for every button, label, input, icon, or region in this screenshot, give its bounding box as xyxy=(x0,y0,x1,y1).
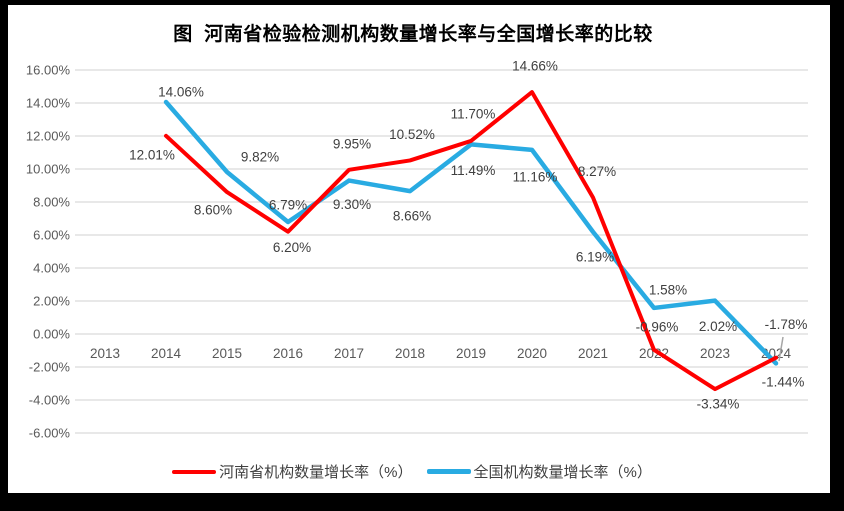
x-axis-tick-label: 2023 xyxy=(700,346,730,361)
data-label: 9.95% xyxy=(333,136,371,151)
x-axis-tick-label: 2013 xyxy=(90,346,120,361)
series-line-1 xyxy=(163,99,779,366)
x-axis-tick-label: 2022 xyxy=(639,346,669,361)
data-label: 8.27% xyxy=(578,164,616,179)
x-axis-tick-label: 2020 xyxy=(517,346,547,361)
data-label: 14.06% xyxy=(158,85,204,100)
legend-item-henan: 河南省机构数量增长率（%） xyxy=(172,461,413,482)
chart-legend: 河南省机构数量增长率（%） 全国机构数量增长率（%） xyxy=(0,461,844,482)
y-axis-tick-label: 4.00% xyxy=(33,261,70,276)
legend-label-national: 全国机构数量增长率（%） xyxy=(473,464,652,481)
data-label: 6.20% xyxy=(273,240,311,255)
data-label: 8.66% xyxy=(393,209,431,224)
y-axis-tick-label: 2.00% xyxy=(33,294,70,309)
data-label: 10.52% xyxy=(389,127,435,142)
data-label: 2.02% xyxy=(699,319,737,334)
data-label: -1.78% xyxy=(765,317,808,332)
x-axis-tick-label: 2015 xyxy=(212,346,242,361)
y-axis-tick-label: 14.00% xyxy=(26,96,71,111)
data-label: 1.58% xyxy=(649,282,687,297)
data-label: 9.82% xyxy=(241,149,279,164)
legend-label-henan: 河南省机构数量增长率（%） xyxy=(219,464,413,481)
chart-title: 图 河南省检验检测机构数量增长率与全国增长率的比较 xyxy=(173,24,653,45)
series-line-0 xyxy=(164,90,778,392)
y-axis-tick-label: -4.00% xyxy=(29,393,71,408)
data-label: -0.96% xyxy=(636,319,679,334)
x-axis-tick-label: 2018 xyxy=(395,346,425,361)
data-label: 8.60% xyxy=(194,203,232,218)
y-axis-tick-label: 10.00% xyxy=(26,162,71,177)
y-axis-tick-label: -2.00% xyxy=(29,360,71,375)
data-label: -3.34% xyxy=(697,397,740,412)
x-axis-tick-label: 2021 xyxy=(578,346,608,361)
data-label: 11.70% xyxy=(451,106,496,121)
national-line-swatch xyxy=(426,469,471,474)
x-axis-tick-label: 2019 xyxy=(456,346,486,361)
data-label: 6.19% xyxy=(576,249,614,264)
label-leader-line xyxy=(778,336,784,362)
y-axis-tick-label: 6.00% xyxy=(33,228,70,243)
y-axis-tick-label: -6.00% xyxy=(29,426,71,441)
y-axis-tick-label: 12.00% xyxy=(26,129,71,144)
screenshot-border-top xyxy=(0,0,844,5)
data-label: 9.30% xyxy=(333,197,371,212)
data-label: 14.66% xyxy=(512,59,558,74)
henan-line-swatch xyxy=(172,469,217,474)
y-axis-tick-label: 8.00% xyxy=(33,195,70,210)
y-axis-tick-label: 16.00% xyxy=(26,63,71,78)
screenshot-border-left xyxy=(0,0,8,511)
data-label: 12.01% xyxy=(129,147,175,162)
y-axis-tick-label: 0.00% xyxy=(33,327,70,342)
data-label: -1.44% xyxy=(762,374,805,389)
screenshot-border-bottom xyxy=(0,493,844,511)
data-label: 11.16% xyxy=(513,169,558,184)
x-axis-tick-label: 2014 xyxy=(151,346,182,361)
data-label: 6.79% xyxy=(269,197,307,212)
data-label: 11.49% xyxy=(451,163,496,178)
x-axis-tick-label: 2017 xyxy=(334,346,364,361)
legend-item-national: 全国机构数量增长率（%） xyxy=(426,461,652,482)
x-axis-tick-label: 2016 xyxy=(273,346,303,361)
screenshot-border-right xyxy=(830,0,844,511)
